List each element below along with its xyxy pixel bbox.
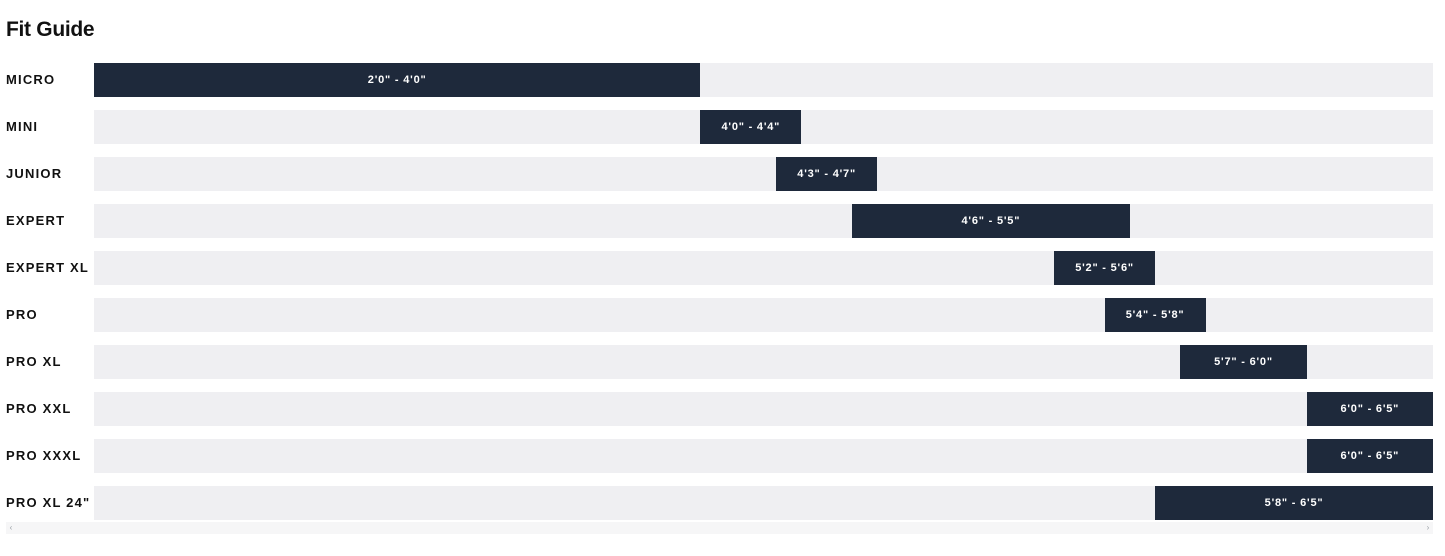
- size-label: PRO XL 24": [6, 495, 91, 510]
- height-range-label: 2'0" - 4'0": [367, 74, 427, 86]
- chart-row: PRO XXL 6'0" - 6'5": [0, 392, 1445, 426]
- height-range-label: 5'8" - 6'5": [1264, 497, 1324, 509]
- size-label: PRO XL: [6, 354, 62, 369]
- height-range-bar: 5'8" - 6'5": [1155, 486, 1433, 520]
- height-range-label: 5'2" - 5'6": [1075, 262, 1134, 274]
- size-label: JUNIOR: [6, 166, 63, 181]
- chart-row: PRO XL 5'7" - 6'0": [0, 345, 1445, 379]
- range-track: 2'0" - 4'0": [94, 63, 1433, 97]
- range-track: 4'6" - 5'5": [94, 204, 1433, 238]
- height-range-bar: 5'2" - 5'6": [1054, 251, 1156, 285]
- height-range-bar: 5'4" - 5'8": [1104, 298, 1206, 332]
- chevron-left-icon[interactable]: ‹: [9, 523, 13, 532]
- chart-row: JUNIOR 4'3" - 4'7": [0, 157, 1445, 191]
- height-range-bar: 4'3" - 4'7": [776, 157, 878, 191]
- chart-row: PRO XL 24" 5'8" - 6'5": [0, 486, 1445, 520]
- size-label: PRO XXXL: [6, 448, 82, 463]
- height-range-bar: 2'0" - 4'0": [94, 63, 701, 97]
- size-label: PRO: [6, 307, 38, 322]
- chart-row: MICRO 2'0" - 4'0": [0, 63, 1445, 97]
- chevron-right-icon[interactable]: ›: [1426, 523, 1430, 532]
- range-track: 6'0" - 6'5": [94, 439, 1433, 473]
- height-range-label: 6'0" - 6'5": [1340, 450, 1400, 462]
- chart-row: MINI 4'0" - 4'4": [0, 110, 1445, 144]
- range-track: 5'7" - 6'0": [94, 345, 1433, 379]
- height-range-bar: 4'6" - 5'5": [851, 204, 1130, 238]
- size-label: MICRO: [6, 72, 56, 87]
- height-range-label: 5'4" - 5'8": [1125, 309, 1185, 321]
- height-range-label: 6'0" - 6'5": [1340, 403, 1400, 415]
- height-range-label: 4'3" - 4'7": [797, 168, 856, 180]
- range-track: 5'2" - 5'6": [94, 251, 1433, 285]
- height-range-bar: 5'7" - 6'0": [1180, 345, 1307, 379]
- chart-row: PRO 5'4" - 5'8": [0, 298, 1445, 332]
- height-range-bar: 4'0" - 4'4": [700, 110, 802, 144]
- size-label: EXPERT XL: [6, 260, 90, 275]
- chart-row: PRO XXXL 6'0" - 6'5": [0, 439, 1445, 473]
- height-range-bar: 6'0" - 6'5": [1306, 392, 1433, 426]
- range-track: 5'8" - 6'5": [94, 486, 1433, 520]
- size-label: PRO XXL: [6, 401, 72, 416]
- horizontal-scrollbar[interactable]: ‹ ›: [6, 522, 1433, 534]
- height-range-label: 4'0" - 4'4": [721, 121, 781, 133]
- range-track: 5'4" - 5'8": [94, 298, 1433, 332]
- chart-row: EXPERT XL 5'2" - 5'6": [0, 251, 1445, 285]
- chart-row: EXPERT 4'6" - 5'5": [0, 204, 1445, 238]
- height-range-label: 4'6" - 5'5": [961, 215, 1021, 227]
- size-label: MINI: [6, 119, 39, 134]
- range-track: 4'3" - 4'7": [94, 157, 1433, 191]
- size-label: EXPERT: [6, 213, 66, 228]
- range-track: 6'0" - 6'5": [94, 392, 1433, 426]
- height-range-bar: 6'0" - 6'5": [1306, 439, 1433, 473]
- range-track: 4'0" - 4'4": [94, 110, 1433, 144]
- height-range-label: 5'7" - 6'0": [1214, 356, 1273, 368]
- chart-title: Fit Guide: [6, 18, 95, 41]
